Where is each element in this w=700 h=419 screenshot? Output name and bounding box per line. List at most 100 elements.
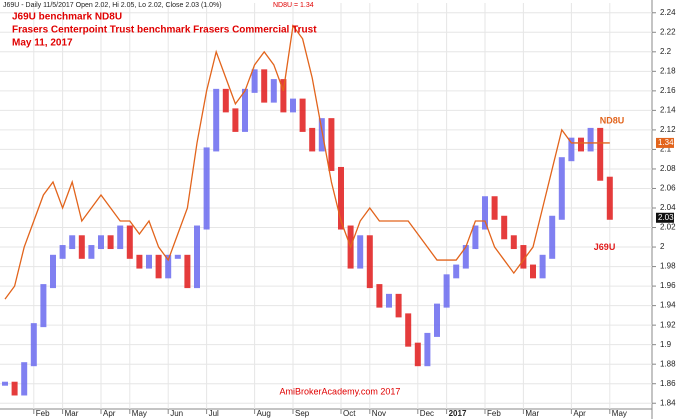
price-bar xyxy=(280,79,287,113)
price-bar xyxy=(587,127,594,152)
price-bar xyxy=(549,215,556,259)
price-bar xyxy=(174,254,181,259)
price-bar xyxy=(69,235,76,250)
y-tick-label: 2.04 xyxy=(660,203,676,212)
chart-date: May 11, 2017 xyxy=(12,38,73,49)
price-bar xyxy=(309,127,316,152)
series-line xyxy=(4,24,610,300)
y-tick-label: 2.08 xyxy=(660,164,676,173)
x-tick-label: Aug xyxy=(257,409,271,418)
price-bar xyxy=(88,245,95,259)
y-tick-label: 2.18 xyxy=(660,66,676,75)
price-bar xyxy=(453,264,460,279)
y-tick-label: 2.02 xyxy=(660,223,676,232)
price-bar xyxy=(251,69,258,93)
price-bar xyxy=(482,196,488,230)
last-value-label: 2.03 xyxy=(658,213,674,222)
y-tick-label: 1.98 xyxy=(660,262,676,271)
x-tick-label: Mar xyxy=(525,409,539,418)
y-tick-label: 1.96 xyxy=(660,281,676,290)
series-annotation: J69U xyxy=(594,242,616,252)
price-bar xyxy=(357,235,364,269)
y-tick-label: 2.1 xyxy=(660,145,672,154)
y-tick-label: 2.2 xyxy=(660,47,672,56)
price-bar xyxy=(434,303,440,337)
y-tick-label: 1.86 xyxy=(660,379,676,388)
y-tick-label: 2.22 xyxy=(660,27,676,36)
price-bar xyxy=(242,88,248,132)
price-bar xyxy=(165,254,172,279)
x-tick-label: Feb xyxy=(487,409,501,418)
y-tick-label: 2.06 xyxy=(660,184,676,193)
header-overlay: ND8U = 1.34 xyxy=(273,2,314,9)
price-bar xyxy=(40,284,47,328)
price-bar xyxy=(462,245,469,269)
price-bar xyxy=(155,254,162,279)
price-bar xyxy=(606,176,613,220)
x-tick-label: Nov xyxy=(372,409,386,418)
price-bar xyxy=(21,362,28,396)
price-bar xyxy=(366,235,373,289)
price-bar xyxy=(98,235,104,250)
price-bar xyxy=(117,225,124,250)
price-bar xyxy=(597,127,604,181)
price-bar xyxy=(328,118,335,171)
price-bar xyxy=(203,147,210,230)
price-bar xyxy=(290,98,296,113)
price-bar xyxy=(414,342,421,367)
y-tick-label: 2.24 xyxy=(660,8,676,17)
price-bar xyxy=(194,225,200,289)
x-tick-label: Oct xyxy=(343,409,356,418)
y-tick-label: 2.14 xyxy=(660,105,676,114)
price-bar xyxy=(491,196,498,220)
price-bar xyxy=(299,98,306,132)
price-bar xyxy=(59,245,66,259)
header: J69U - Daily 11/5/2017 Open 2.02, Hi 2.0… xyxy=(3,2,222,9)
y-tick-label: 1.92 xyxy=(660,320,676,329)
x-tick-label: Feb xyxy=(36,409,50,418)
y-tick-label: 2 xyxy=(660,242,665,251)
chart-subtitle: Frasers Centerpoint Trust benchmark Fras… xyxy=(12,25,317,36)
price-bar xyxy=(530,264,536,279)
watermark: AmiBrokerAcademy.com 2017 xyxy=(280,386,401,396)
y-tick-label: 1.9 xyxy=(660,340,672,349)
series-annotation: ND8U xyxy=(600,115,625,125)
price-bar xyxy=(578,137,584,152)
price-bar xyxy=(222,88,229,113)
price-bar xyxy=(558,157,565,220)
price-bar xyxy=(232,108,239,132)
x-tick-label: Apr xyxy=(573,409,586,418)
x-tick-label: May xyxy=(612,409,627,418)
price-bar xyxy=(405,313,412,347)
price-bar xyxy=(338,166,344,230)
y-tick-label: 1.94 xyxy=(660,301,676,310)
price-bar xyxy=(184,254,191,289)
price-bar xyxy=(424,332,431,367)
price-bar xyxy=(270,79,277,103)
price-bar xyxy=(261,69,268,103)
price-bar xyxy=(376,284,383,308)
price-bar xyxy=(2,381,8,386)
y-tick-label: 2.12 xyxy=(660,125,676,134)
price-bar xyxy=(11,381,18,396)
price-bar xyxy=(472,225,479,250)
price-bar xyxy=(78,235,85,259)
x-tick-label: Dec xyxy=(420,409,434,418)
x-tick-label: Mar xyxy=(65,409,79,418)
y-tick-label: 2.16 xyxy=(660,86,676,95)
price-bar xyxy=(136,254,143,269)
y-tick-label: 1.88 xyxy=(660,359,676,368)
price-bar xyxy=(107,235,114,250)
last-value-label: 1.34 xyxy=(658,138,674,147)
price-bar xyxy=(126,225,133,259)
price-bar xyxy=(146,254,152,269)
price-bar xyxy=(539,254,546,279)
last-value-box xyxy=(656,137,674,148)
price-bar xyxy=(520,245,527,269)
price-bar xyxy=(568,137,575,162)
chart-title: J69U benchmark ND8U xyxy=(12,12,122,23)
price-bar xyxy=(213,88,220,152)
price-bar xyxy=(50,254,56,289)
last-value-box xyxy=(656,212,674,223)
